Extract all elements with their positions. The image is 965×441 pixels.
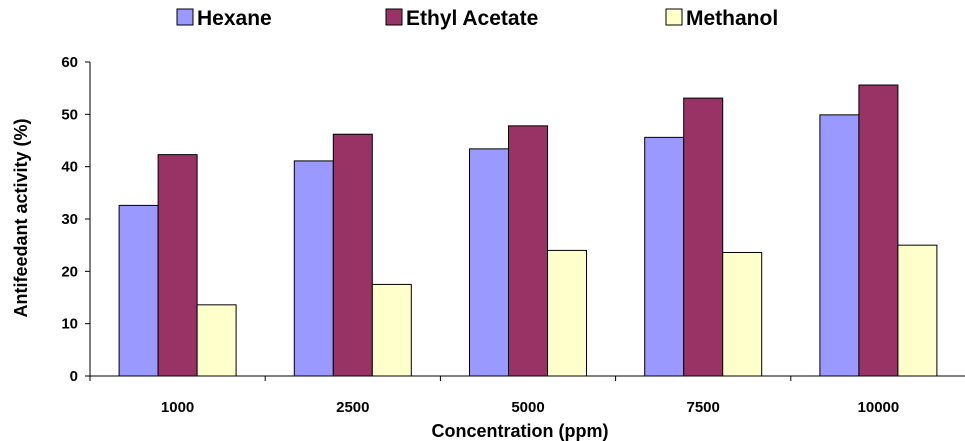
bar-hexane-10000 <box>819 114 860 377</box>
x-tick-label-10000: 10000 <box>858 399 900 416</box>
x-tick-label-5000: 5000 <box>511 399 544 416</box>
bar-methanol-10000 <box>897 244 938 377</box>
legend-swatch-ethyl-acetate <box>385 8 403 26</box>
y-tick-label-20: 20 <box>61 263 78 280</box>
legend-swatch-methanol <box>665 8 683 26</box>
y-tick-label-60: 60 <box>61 54 78 71</box>
bar-ethyl-acetate-2500 <box>332 133 373 377</box>
bar-hexane-2500 <box>293 160 334 377</box>
bar-methanol-5000 <box>547 249 587 377</box>
axes-group: 0 10 20 30 40 50 60 1000 2500 5000 7500 10000 <box>61 54 965 416</box>
y-tick-label-30: 30 <box>61 211 78 228</box>
legend-label-hexane: Hexane <box>197 7 272 30</box>
legend-item-ethyl-acetate: Ethyl Acetate <box>385 7 538 30</box>
x-tick-label-1000: 1000 <box>161 399 194 416</box>
y-tick-label-50: 50 <box>61 106 78 123</box>
y-tick-label-0: 0 <box>70 368 78 385</box>
legend-swatch-hexane <box>176 8 194 26</box>
bar-methanol-2500 <box>371 283 412 377</box>
legend-label-methanol: Methanol <box>686 7 778 30</box>
bar-methanol-7500 <box>722 251 763 377</box>
y-axis-title: Antifeedant activity (%) <box>11 118 31 317</box>
x-tick-label-2500: 2500 <box>336 399 369 416</box>
legend-item-hexane: Hexane <box>176 7 272 30</box>
x-tick-label-7500: 7500 <box>687 399 720 416</box>
legend-item-methanol: Methanol <box>665 7 778 30</box>
bar-ethyl-acetate-1000 <box>157 154 198 377</box>
bar-ethyl-acetate-7500 <box>683 97 724 377</box>
x-axis-title: Concentration (ppm) <box>432 421 609 441</box>
bar-hexane-1000 <box>118 204 159 377</box>
y-tick-label-10: 10 <box>61 316 78 333</box>
legend-label-ethyl-acetate: Ethyl Acetate <box>406 7 538 30</box>
bar-ethyl-acetate-5000 <box>508 125 548 377</box>
bar-hexane-7500 <box>644 136 685 377</box>
bar-methanol-1000 <box>196 304 237 377</box>
bars-group <box>118 84 938 377</box>
y-tick-label-40: 40 <box>61 159 78 176</box>
bar-ethyl-acetate-10000 <box>858 84 899 377</box>
legend: Hexane Ethyl Acetate Methanol <box>176 7 778 30</box>
bar-hexane-5000 <box>469 148 509 377</box>
